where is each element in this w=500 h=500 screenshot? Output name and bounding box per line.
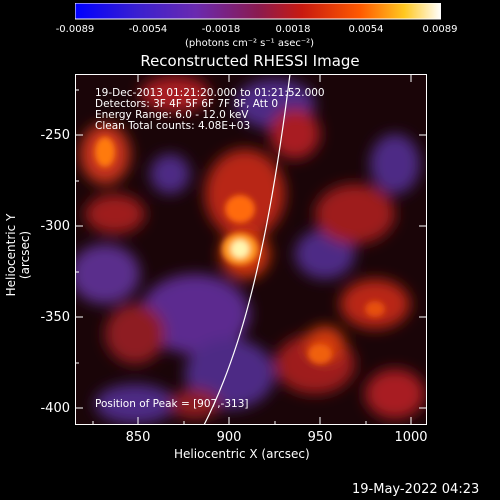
- solar-limb: [203, 74, 291, 425]
- y-tick-label: -250: [40, 128, 70, 143]
- colorbar-tick-label: 0.0054: [348, 24, 384, 35]
- y-tick-label: -300: [40, 219, 70, 234]
- info-detectors: Detectors: 3F 4F 5F 6F 7F 8F, Att 0: [95, 98, 279, 110]
- info-peak-position: Position of Peak = [907,-313]: [95, 398, 249, 410]
- colorbar-tick-label: -0.0018: [201, 24, 241, 35]
- plot-title: Reconstructed RHESSI Image: [140, 52, 360, 70]
- footer-timestamp: 19-May-2022 04:23: [352, 482, 480, 497]
- colorbar: [75, 3, 441, 20]
- y-tick-label: -400: [40, 401, 70, 416]
- solar-image: [75, 74, 427, 425]
- info-energy-range: Energy Range: 6.0 - 12.0 keV: [95, 109, 249, 121]
- x-tick-label: 950: [307, 430, 333, 445]
- colorbar-tick-label: 0.0018: [275, 24, 311, 35]
- colorbar-unit: (photons cm⁻² s⁻¹ asec⁻²): [185, 38, 315, 49]
- y-tick-label: -350: [40, 310, 70, 325]
- info-counts: Clean Total counts: 4.08E+03: [95, 120, 251, 132]
- y-axis-label: Heliocentric Y (arcsec): [4, 213, 32, 297]
- x-axis-label: Heliocentric X (arcsec): [174, 447, 310, 461]
- colorbar-tick-label: 0.0089: [422, 24, 458, 35]
- x-tick-label: 900: [216, 430, 242, 445]
- colorbar-tick-label: -0.0089: [55, 24, 95, 35]
- x-tick-label: 850: [125, 430, 151, 445]
- x-tick-label: 1000: [394, 430, 428, 445]
- colorbar-tick-label: -0.0054: [128, 24, 168, 35]
- info-time-range: 19-Dec-2013 01:21:20.000 to 01:21:52.000: [95, 87, 325, 99]
